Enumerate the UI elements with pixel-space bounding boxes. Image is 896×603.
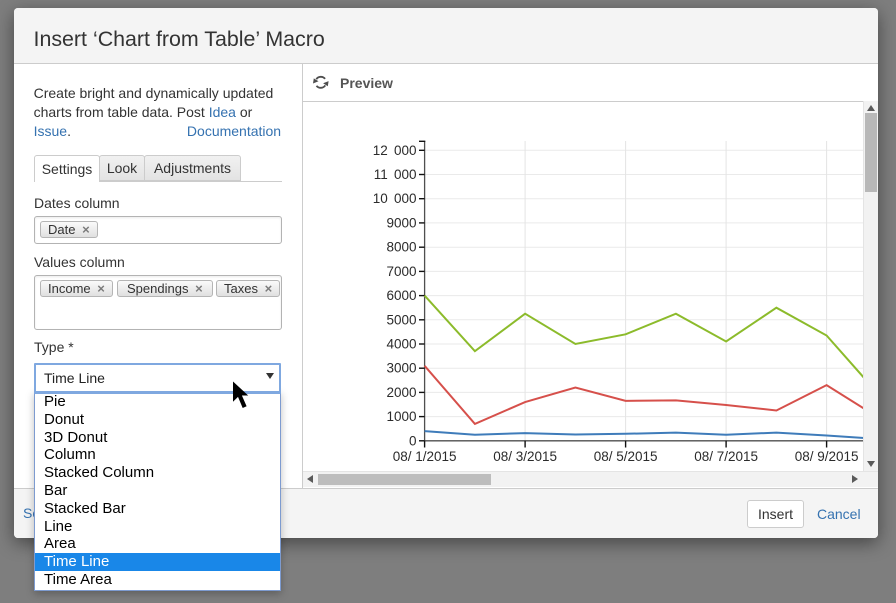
svg-text:11 000: 11 000	[374, 167, 417, 182]
svg-text:10 000: 10 000	[373, 191, 417, 206]
svg-text:1000: 1000	[386, 409, 416, 424]
svg-text:08/ 1/2015: 08/ 1/2015	[393, 449, 457, 464]
svg-text:9000: 9000	[386, 215, 416, 230]
svg-text:08/ 3/2015: 08/ 3/2015	[493, 449, 557, 464]
svg-text:0: 0	[409, 433, 417, 448]
svg-text:08/ 9/2015: 08/ 9/2015	[795, 449, 859, 464]
svg-text:3000: 3000	[386, 361, 416, 376]
svg-text:8000: 8000	[386, 240, 416, 255]
svg-text:5000: 5000	[386, 312, 416, 327]
svg-text:6000: 6000	[386, 288, 416, 303]
svg-text:08/ 5/2015: 08/ 5/2015	[594, 449, 658, 464]
svg-text:7000: 7000	[386, 264, 416, 279]
svg-text:08/ 7/2015: 08/ 7/2015	[694, 449, 758, 464]
svg-text:12 000: 12 000	[373, 143, 417, 158]
svg-text:2000: 2000	[386, 385, 416, 400]
svg-text:4000: 4000	[386, 337, 416, 352]
